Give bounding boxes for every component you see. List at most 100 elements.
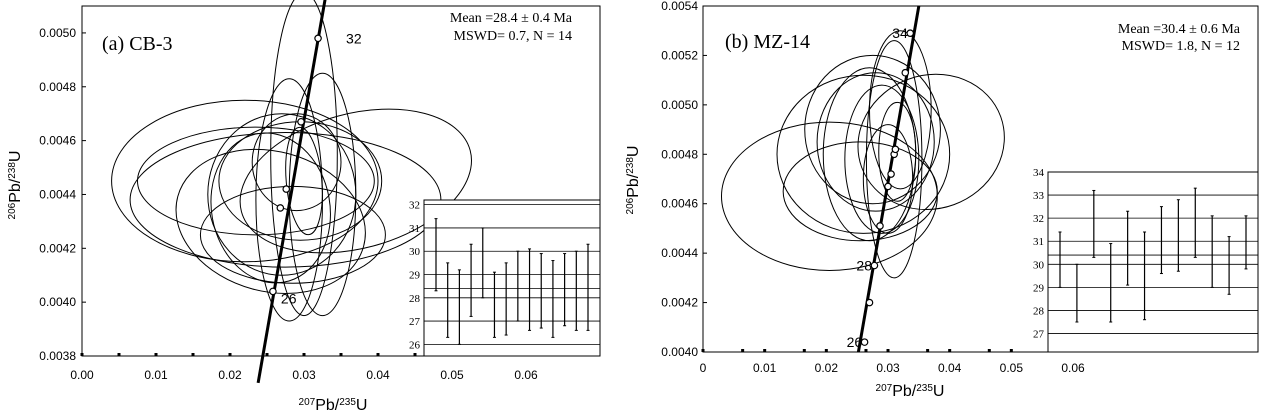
error-ellipse-b-8 [844, 84, 920, 234]
age-label-b-26: 26 [847, 334, 863, 350]
x-tick-label-a-4: 0.04 [366, 368, 390, 382]
y-axis-ticks-b: 0.0040 0.0042 0.0044 0.0046 0.0048 0.0050 0.00… [661, 0, 707, 359]
x-axis-ticks-b: 0 0.01 0.02 0.03 0.04 0.05 0.06 [700, 349, 1115, 375]
y-axis-title-b: 206Pb/238U [625, 146, 643, 215]
inset-tick-labels-b: 27 28 29 30 31 32 33 34 [1033, 167, 1045, 341]
error-ellipse-b-3 [857, 73, 1005, 211]
error-ellipse-b-4 [776, 74, 951, 234]
error-ellipse-b-5 [804, 54, 941, 205]
inset-tick-label-a-1: 27 [409, 316, 421, 328]
y-tick-label-b-5: 0.0050 [661, 98, 698, 112]
y-tick-label-b-3: 0.0046 [661, 197, 698, 211]
panel-label-a: (a) CB-3 [102, 33, 173, 55]
stats-mswd-a: MSWD= 0.7, N = 14 [454, 29, 572, 44]
panel-cb3: 26 32 0.00 0.01 0.02 0.03 0.04 0.05 0.06 0.0038… [7, 0, 601, 414]
inset-background-b [1047, 171, 1259, 353]
error-ellipse-b-10 [869, 30, 932, 190]
inset-tick-label-b-3: 30 [1033, 259, 1045, 271]
inset-tick-label-a-3: 29 [409, 270, 421, 282]
x-tick-label-a-6: 0.06 [514, 368, 538, 382]
x-tick-label-a-0: 0.00 [70, 368, 94, 382]
x-tick-label-b-2: 0.02 [815, 361, 839, 375]
y-tick-label-b-2: 0.0044 [661, 246, 698, 260]
y-tick-label-b-1: 0.0042 [661, 296, 698, 310]
x-tick-label-b-1: 0.01 [753, 361, 777, 375]
y-tick-label-b-7: 0.0054 [661, 0, 698, 13]
error-ellipse-a-10 [288, 72, 357, 317]
concordia-age-points-b: 26 28 34 [847, 25, 915, 350]
inset-tick-label-b-2: 29 [1033, 282, 1045, 294]
error-ellipse-a-13 [251, 113, 342, 212]
age-point-b-9 [901, 68, 910, 77]
age-point-a-3 [282, 185, 291, 193]
stats-mean-b: Mean =30.4 ± 0.6 Ma [1118, 22, 1241, 37]
concordia-age-points-a: 26 32 [269, 30, 362, 306]
y-tick-label-b-0: 0.0040 [661, 345, 698, 359]
y-tick-label-a-3: 0.0044 [39, 187, 76, 201]
inset-tick-label-a-0: 26 [409, 339, 421, 351]
inset-background-a [423, 199, 601, 357]
x-axis-ticks-a: 0.00 0.01 0.02 0.03 0.04 0.05 0.06 [70, 353, 565, 382]
inset-error-bars-b [1058, 187, 1248, 323]
x-tick-label-b-0: 0 [700, 361, 707, 375]
error-ellipse-b-2 [782, 141, 938, 242]
inset-tick-label-b-1: 28 [1033, 305, 1045, 317]
inset-gridlines-b [1048, 171, 1258, 334]
panel-label-b: (b) MZ-14 [725, 31, 810, 53]
inset-tick-labels-a: 26 27 28 29 30 31 32 [409, 200, 421, 352]
age-point-a-5 [314, 34, 322, 43]
error-ellipse-a-5 [239, 108, 472, 254]
x-tick-label-b-6: 0.06 [1061, 361, 1085, 375]
inset-tick-label-a-5: 31 [409, 223, 420, 235]
error-ellipses-b [721, 30, 1005, 279]
x-tick-label-a-2: 0.02 [218, 368, 242, 382]
y-tick-label-a-2: 0.0042 [39, 241, 76, 255]
x-tick-label-b-3: 0.03 [876, 361, 900, 375]
age-point-b-8 [891, 145, 900, 154]
inset-tick-label-b-0: 27 [1033, 329, 1045, 341]
error-ellipse-b-9 [865, 40, 923, 279]
error-ellipse-a-11 [210, 132, 331, 284]
error-ellipse-a-14 [285, 126, 323, 236]
y-tick-label-b-6: 0.0052 [661, 48, 698, 62]
age-label-b-28: 28 [856, 258, 872, 274]
concordia-curve-b [856, 5, 921, 353]
y-axis-ticks-a: 0.0038 0.0040 0.0042 0.0044 0.0046 0.0048 0.00… [39, 26, 86, 363]
x-tick-label-a-1: 0.01 [144, 368, 168, 382]
inset-age-plot-a: 26 27 28 29 30 31 32 [409, 199, 601, 357]
inset-tick-label-b-5: 32 [1033, 213, 1044, 225]
x-tick-label-b-4: 0.04 [938, 361, 962, 375]
x-axis-title-b: 207Pb/235U [876, 383, 945, 401]
stats-mswd-b: MSWD= 1.8, N = 12 [1122, 39, 1240, 54]
x-axis-title-a: 207Pb/235U [299, 397, 368, 415]
inset-tick-label-a-4: 30 [409, 246, 421, 258]
inset-age-plot-b: 27 28 29 30 31 32 33 34 [1033, 167, 1259, 353]
concordia-line-b [856, 5, 921, 353]
y-axis-title-a: 206Pb/238U [7, 151, 25, 220]
y-tick-label-a-0: 0.0038 [39, 349, 76, 363]
age-label-a-26: 26 [281, 290, 297, 306]
error-ellipse-b-12 [878, 101, 917, 202]
age-point-b-1 [860, 338, 869, 346]
y-tick-label-a-5: 0.0048 [39, 80, 76, 94]
age-point-b-10 [906, 29, 915, 37]
age-point-b-5 [884, 182, 892, 191]
error-ellipse-a-8 [270, 0, 338, 317]
inset-tick-label-a-6: 32 [409, 200, 420, 212]
x-tick-label-b-5: 0.05 [1000, 361, 1024, 375]
age-point-b-6 [887, 170, 895, 178]
inset-tick-label-a-2: 28 [409, 293, 421, 305]
inset-tick-label-b-6: 33 [1033, 190, 1045, 202]
inset-tick-label-b-4: 31 [1033, 236, 1044, 248]
y-tick-label-a-6: 0.0050 [39, 26, 76, 40]
concordia-line-a [256, 0, 327, 384]
error-ellipse-a-2 [111, 99, 379, 263]
age-point-a-4 [297, 117, 305, 126]
inset-error-bars-a [434, 218, 590, 345]
inset-gridlines-a [424, 204, 600, 345]
age-point-b-4 [876, 222, 884, 230]
stats-mean-a: Mean =28.4 ± 0.4 Ma [450, 11, 573, 26]
y-tick-label-b-4: 0.0048 [661, 147, 698, 161]
